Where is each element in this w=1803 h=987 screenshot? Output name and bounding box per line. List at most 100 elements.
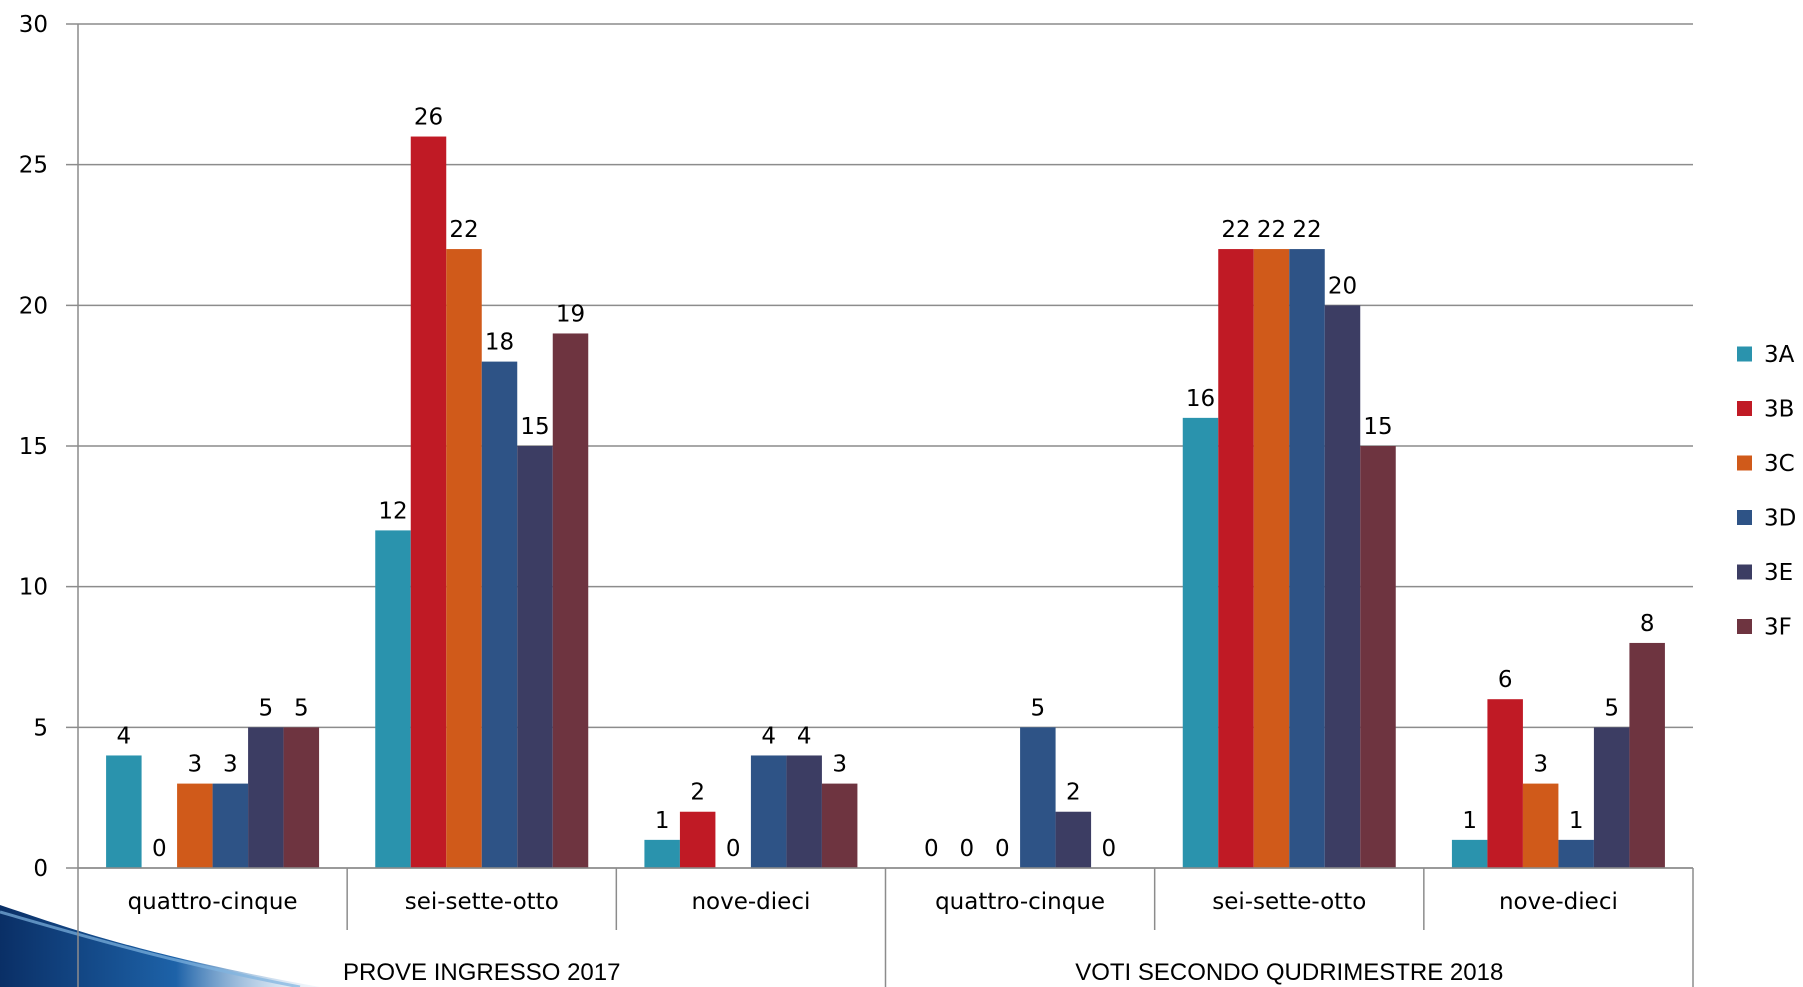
data-label: 0 [995,836,1010,862]
y-tick-label: 25 [19,153,48,179]
bar-3B [1487,699,1523,868]
data-label: 15 [520,414,549,440]
bar-3E [517,446,553,868]
data-label: 3 [223,752,238,778]
bar-3D [750,755,787,868]
gridlines [66,23,1693,869]
data-label: 4 [797,723,812,749]
x-axis-category-labels: quattro-cinque sei-sette-otto nove-dieci qu… [128,889,1618,986]
data-label: 1 [655,808,670,834]
y-tick-label: 0 [33,856,48,882]
data-label: 5 [1604,695,1619,721]
corner-swoosh-decoration [0,905,320,987]
category-label: sei-sette-otto [1212,889,1366,915]
bar-3E [1324,305,1361,868]
data-label: 0 [726,836,741,862]
bar-3D [212,783,249,868]
legend-label-3A: 3A [1764,342,1795,368]
data-label: 2 [690,780,705,806]
data-label: 3 [832,752,847,778]
data-label: 4 [117,723,132,749]
group-label: VOTI SECONDO QUDRIMESTRE 2018 [1075,959,1503,986]
y-tick-label: 20 [19,293,48,319]
bar-3F [1629,642,1665,868]
bar-3B [679,811,716,868]
legend-swatch-3A [1737,346,1752,362]
category-label: quattro-cinque [935,889,1105,915]
data-label: 26 [414,105,443,131]
category-label: nove-dieci [691,889,810,915]
y-tick-label: 10 [19,575,48,601]
bar-3F [821,783,858,868]
bar-3A [375,530,411,868]
y-tick-label: 30 [19,12,48,38]
data-label: 2 [1066,780,1081,806]
bar-3D [1558,839,1594,868]
bar-3E [786,755,822,868]
data-label: 5 [294,695,309,721]
bar-3E [248,727,284,868]
bar-3B [410,136,447,869]
category-label: nove-dieci [1499,889,1618,915]
data-label: 1 [1569,808,1584,834]
data-label: 22 [1221,217,1250,243]
bar-3D [1289,249,1325,869]
axes [77,24,1694,987]
y-axis-tick-labels: 0 5 10 15 20 25 30 [19,12,48,882]
y-tick-label: 5 [33,715,48,741]
data-label: 20 [1328,273,1357,299]
data-label: 16 [1186,386,1215,412]
bar-3E [1593,727,1630,868]
bar-3C [1253,249,1290,869]
bars [106,136,1665,869]
bar-3D [481,361,518,868]
legend: 3A 3B 3C 3D 3E 3F [1737,342,1796,641]
bar-3C [446,249,482,869]
data-label: 8 [1640,611,1655,637]
legend-swatch-3C [1737,455,1752,471]
data-label: 5 [259,695,274,721]
data-label: 0 [960,836,975,862]
data-label: 6 [1498,667,1513,693]
bar-3B [1218,249,1254,869]
data-label: 19 [556,301,585,327]
legend-label-3D: 3D [1764,506,1796,532]
data-label: 22 [1257,217,1286,243]
bar-3C [1522,783,1559,868]
group-label: PROVE INGRESSO 2017 [343,959,620,986]
category-label: sei-sette-otto [405,889,559,915]
bar-3D [1020,727,1056,868]
data-label: 0 [924,836,939,862]
bar-3F [552,333,589,868]
legend-swatch-3F [1737,619,1752,634]
bar-3F [1360,446,1396,868]
bar-3A [644,839,680,868]
data-label: 1 [1462,808,1477,834]
data-label: 4 [761,723,776,749]
bar-3A [106,755,142,868]
bar-3C [177,783,213,868]
data-label: 22 [1292,217,1321,243]
data-label: 3 [188,752,203,778]
data-label: 22 [449,217,478,243]
legend-swatch-3B [1737,401,1752,416]
data-label: 5 [1031,695,1046,721]
data-label: 15 [1363,414,1392,440]
legend-swatch-3D [1737,510,1752,525]
bar-3A [1451,839,1488,868]
y-tick-label: 15 [19,434,48,460]
data-label: 12 [378,498,407,524]
category-label: quattro-cinque [128,889,298,915]
legend-label-3E: 3E [1764,560,1793,586]
data-label: 0 [152,836,167,862]
data-label: 0 [1102,836,1117,862]
bar-3E [1055,811,1092,868]
data-label: 18 [485,330,514,356]
bar-3A [1182,417,1219,868]
legend-label-3B: 3B [1764,397,1794,423]
data-label: 3 [1533,752,1548,778]
bar-3F [283,727,320,868]
legend-label-3F: 3F [1764,615,1792,641]
